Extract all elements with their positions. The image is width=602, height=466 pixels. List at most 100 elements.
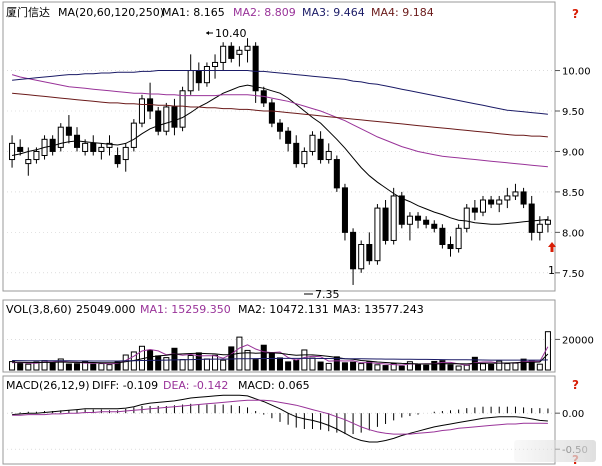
candle-down bbox=[114, 155, 121, 165]
candle-up bbox=[455, 227, 462, 250]
candle-down bbox=[228, 45, 235, 59]
candle-down bbox=[439, 227, 446, 245]
candle-up bbox=[57, 126, 64, 148]
candle-down bbox=[447, 244, 454, 250]
ma4-value: MA4: 9.184 bbox=[371, 6, 434, 19]
candle-up bbox=[544, 219, 551, 225]
grid-lines bbox=[3, 70, 555, 450]
macd-lines bbox=[12, 394, 548, 443]
volume-bar-up bbox=[536, 363, 543, 371]
stock-name: 厦门信达 bbox=[6, 5, 50, 19]
candle-down bbox=[471, 207, 478, 213]
volume-bar-up bbox=[220, 359, 227, 371]
volume-bar-down bbox=[382, 365, 389, 371]
candle-up bbox=[301, 150, 308, 165]
volume-bar-up bbox=[9, 361, 16, 371]
candle-up bbox=[358, 244, 365, 270]
volume-bar-down bbox=[90, 363, 97, 371]
macd-value: MACD: 0.065 bbox=[238, 379, 310, 392]
volume-bar-up bbox=[163, 357, 170, 371]
ma2-value: MA2: 8.809 bbox=[233, 6, 296, 19]
candle-down bbox=[350, 231, 357, 270]
volume-bar-up bbox=[390, 363, 397, 371]
candle-up bbox=[106, 142, 113, 148]
high-arrowhead bbox=[206, 31, 209, 35]
candle-up bbox=[9, 142, 16, 161]
volume-bar-down bbox=[155, 355, 162, 371]
candle-up bbox=[309, 134, 316, 152]
candle-down bbox=[155, 110, 162, 132]
candle-down bbox=[398, 195, 405, 225]
volume-bar-down bbox=[447, 364, 454, 371]
volume-bar-down bbox=[49, 362, 56, 371]
volume-bar-down bbox=[171, 347, 178, 371]
candle-up bbox=[163, 106, 170, 132]
volume-bar-up bbox=[25, 363, 32, 371]
candle-up bbox=[33, 150, 40, 161]
volume-bar-down bbox=[268, 352, 275, 371]
help-icon-volume[interactable]: ? bbox=[572, 378, 579, 392]
volume-bar-up bbox=[496, 360, 503, 371]
ma1-value: MA1: 8.165 bbox=[162, 6, 225, 19]
price-ma1-line bbox=[12, 84, 548, 225]
macd-diff-value: DIFF: -0.109 bbox=[92, 379, 158, 392]
ma-params: MA(20,60,120,250) bbox=[58, 6, 164, 19]
macd-pane-frame bbox=[2, 375, 556, 465]
volume-bar-down bbox=[73, 363, 81, 371]
arrow-up-icon bbox=[548, 242, 556, 252]
candle-down bbox=[252, 45, 259, 92]
volume-bar-up bbox=[455, 365, 462, 371]
candle-up bbox=[187, 70, 194, 92]
volume-bar-up bbox=[463, 364, 470, 371]
volume-bar-down bbox=[260, 344, 267, 371]
candle-up bbox=[130, 122, 137, 148]
candle-up bbox=[496, 199, 503, 205]
volume-bar-down bbox=[431, 360, 438, 371]
candle-down bbox=[528, 203, 535, 233]
volume-bar-down bbox=[350, 361, 357, 371]
volume-bar-up bbox=[122, 354, 129, 371]
candle-down bbox=[293, 142, 300, 165]
volume-bar-down bbox=[252, 359, 259, 371]
vol-value: 25049.000 bbox=[76, 303, 136, 316]
price-tick-label: 8.50 bbox=[562, 188, 584, 199]
price-ma-lines bbox=[11, 70, 548, 225]
candle-up bbox=[236, 49, 243, 55]
candle-up bbox=[203, 66, 210, 84]
volume-bar-up bbox=[479, 363, 487, 371]
volume-ma-lines bbox=[12, 344, 549, 366]
candle-down bbox=[65, 126, 72, 136]
volume-bar-up bbox=[301, 349, 308, 371]
candle-up bbox=[374, 207, 381, 262]
candle-up bbox=[325, 150, 332, 161]
low-label: 7.35 bbox=[315, 288, 340, 301]
price-tick-label: 8.00 bbox=[562, 228, 584, 239]
volume-bar-up bbox=[106, 364, 113, 371]
candle-down bbox=[268, 102, 275, 124]
candle-up bbox=[244, 45, 251, 51]
help-icon-price[interactable]: ? bbox=[572, 7, 579, 21]
volume-bar-down bbox=[366, 361, 373, 371]
price-tick-label: 9.00 bbox=[562, 147, 584, 158]
volume-bar-down bbox=[317, 361, 324, 371]
volume-bar-down bbox=[341, 362, 348, 371]
candle-down bbox=[333, 159, 340, 189]
price-pane-frame bbox=[2, 1, 556, 292]
candle-down bbox=[17, 146, 24, 152]
volume-bar-up bbox=[98, 363, 105, 371]
volume-bar-up bbox=[57, 358, 64, 371]
volume-bar-down bbox=[65, 363, 72, 371]
price-tick-label: 10.00 bbox=[562, 67, 591, 78]
volume-bar-up bbox=[244, 349, 251, 371]
candle-up bbox=[98, 146, 105, 152]
price-ma3-line bbox=[12, 70, 548, 115]
volume-bar-down bbox=[114, 361, 121, 371]
volume-bar-down bbox=[17, 363, 24, 371]
volume-bar-down bbox=[415, 363, 422, 371]
volume-bar-up bbox=[325, 362, 332, 371]
macd-params: MACD(26,12,9) bbox=[6, 379, 90, 392]
candle-up bbox=[479, 199, 487, 213]
candle-up bbox=[25, 159, 32, 165]
macd-tick-label: 0.00 bbox=[562, 409, 584, 420]
